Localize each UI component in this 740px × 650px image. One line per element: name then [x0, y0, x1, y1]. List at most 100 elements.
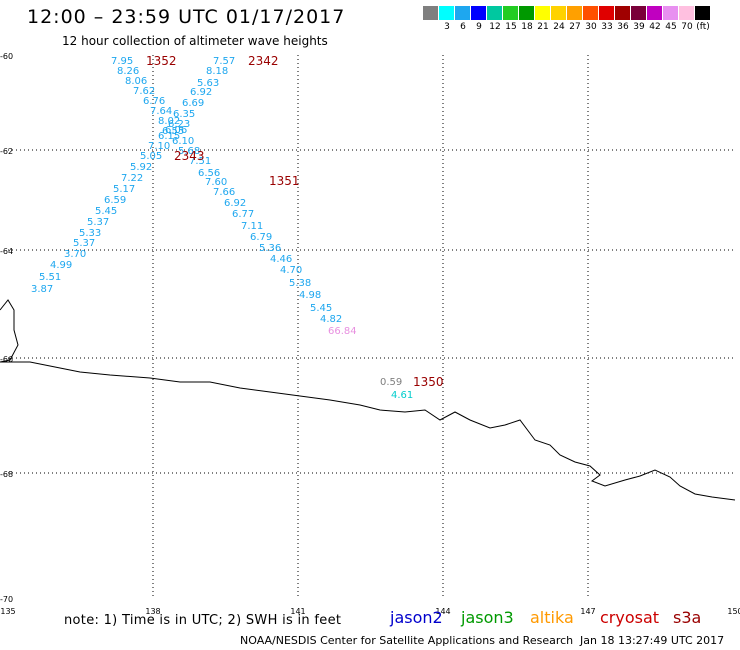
- colorbar-swatch: [439, 6, 455, 20]
- swh-value: 5.05: [140, 151, 162, 162]
- colorbar-label: 36: [617, 22, 629, 32]
- lat-tick-label: -62: [0, 147, 13, 156]
- colorbar-label: 45: [665, 22, 677, 32]
- swh-value: 6.06: [165, 125, 187, 136]
- legend-label: cryosat: [600, 608, 660, 627]
- page-subtitle: 12 hour collection of altimeter wave hei…: [62, 34, 328, 48]
- swh-value: 6.55: [162, 126, 184, 137]
- colorbar-swatch: [631, 6, 647, 20]
- colorbar-swatch: [423, 6, 439, 20]
- colorbar-swatch: [503, 6, 519, 20]
- generated-timestamp: Jan 18 13:27:49 UTC 2017: [580, 634, 725, 647]
- colorbar-swatch: [615, 6, 631, 20]
- axis-tick-labels: -60 -62 -64 -66 -68 -70 135 138 141 144 147 150: [0, 52, 740, 616]
- swh-value: 6.69: [182, 98, 204, 109]
- colorbar-label: 15: [505, 22, 517, 32]
- swh-value: 8.26: [117, 66, 139, 77]
- colorbar-label: 24: [553, 22, 565, 32]
- legend-jason3: jason3: [461, 608, 514, 627]
- swh-value: 6.76: [143, 96, 165, 107]
- swh-value: 6.23: [168, 119, 190, 130]
- legend-cryosat: cryosat: [600, 608, 659, 627]
- colorbar-swatch: [551, 6, 567, 20]
- swh-value: 3.87: [31, 284, 53, 295]
- swh-value: 4.46: [270, 254, 292, 265]
- colorbar-swatch: [487, 6, 503, 20]
- swh-value: 5.51: [39, 272, 61, 283]
- colorbar-swatch: [519, 6, 535, 20]
- lat-tick-label: -70: [0, 595, 13, 604]
- colorbar-swatch: [679, 6, 695, 20]
- colorbar-label: 21: [537, 22, 549, 32]
- swh-value: 4.61: [391, 390, 413, 401]
- colorbar-label: 27: [569, 22, 581, 32]
- lon-tick-label: 150: [727, 607, 740, 616]
- swh-value: 6.77: [232, 209, 254, 220]
- swh-value: 5.68: [178, 146, 200, 157]
- lat-tick-label: -68: [0, 470, 13, 479]
- swh-value: 8.18: [206, 66, 228, 77]
- colorbar-labels: 3 6 9 12 15 18 21 24 27 30 33 36 39 42 45 70 (ft): [423, 22, 711, 32]
- swh-value: 6.59: [104, 195, 126, 206]
- swh-value: 7.51: [189, 156, 211, 167]
- colorbar-label: 3: [444, 22, 450, 32]
- swh-value: 4.82: [320, 314, 342, 325]
- lat-tick-label: -66: [0, 355, 13, 364]
- colorbar-label: 42: [649, 22, 661, 32]
- swh-value: 4.70: [280, 265, 302, 276]
- swh-value: 5.37: [87, 217, 109, 228]
- colorbar-label: (ft): [696, 22, 710, 32]
- legend-jason2: jason2: [390, 608, 443, 627]
- lon-tick-label: 141: [290, 607, 305, 616]
- swh-value: 6.35: [173, 109, 195, 120]
- swh-value: 6.79: [250, 232, 272, 243]
- colorbar-swatch: [455, 6, 471, 20]
- swh-value: 7.60: [205, 177, 227, 188]
- colorbar-label: 33: [601, 22, 613, 32]
- swh-value: 4.99: [50, 260, 72, 271]
- credit-text: NOAA/NESDIS Center for Satellite Applica…: [240, 634, 574, 647]
- colorbar-swatch: [695, 6, 711, 20]
- page-title: 12:00 – 23:59 UTC 01/17/2017: [27, 6, 346, 28]
- swh-value: 66.84: [328, 326, 357, 337]
- swh-value: 5.63: [197, 78, 219, 89]
- lat-tick-label: -64: [0, 247, 13, 256]
- colorbar-label: 39: [633, 22, 645, 32]
- colorbar-swatch: [471, 6, 487, 20]
- coastline: [0, 299, 736, 501]
- wave-height-colorbar: [423, 6, 711, 20]
- footer-note: note: 1) Time is in UTC; 2) SWH is in fe…: [64, 613, 342, 628]
- pass-time-label: 1351: [269, 174, 300, 188]
- swh-value: 8.06: [125, 76, 147, 87]
- legend-label: s3a: [673, 608, 702, 627]
- legend-label: jason2: [390, 608, 443, 627]
- lon-tick-label: 147: [580, 607, 595, 616]
- pass-time-label: 2343: [174, 149, 205, 163]
- lon-tick-label: 135: [0, 607, 15, 616]
- colorbar-swatch: [663, 6, 679, 20]
- lat-tick-label: -60: [0, 52, 13, 61]
- swh-value: 6.92: [224, 198, 246, 209]
- swh-value: 6.15: [158, 131, 180, 142]
- swh-value: 5.45: [310, 303, 332, 314]
- swh-value: 7.95: [111, 56, 133, 67]
- legend-label: jason3: [461, 608, 514, 627]
- swh-value: 6.92: [190, 87, 212, 98]
- swh-value: 7.64: [150, 106, 172, 117]
- colorbar-swatch: [599, 6, 615, 20]
- lon-tick-label: 138: [145, 607, 160, 616]
- colorbar-label: 12: [489, 22, 501, 32]
- swh-value: 0.59: [380, 377, 402, 388]
- swh-value: 3.70: [64, 249, 86, 260]
- colorbar-label: 30: [585, 22, 597, 32]
- colorbar-swatch: [567, 6, 583, 20]
- swh-value: 4.98: [299, 290, 321, 301]
- swh-value: 7.62: [133, 86, 155, 97]
- swh-value: 5.37: [73, 238, 95, 249]
- graticule: [8, 55, 735, 598]
- swh-value: 6.56: [198, 168, 220, 179]
- colorbar-label: 6: [460, 22, 466, 32]
- pass-time-label: 2342: [248, 54, 279, 68]
- pass-time-label: 1350: [413, 375, 444, 389]
